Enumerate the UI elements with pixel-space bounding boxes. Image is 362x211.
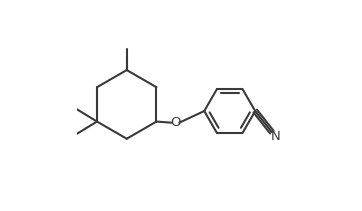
Text: O: O [170, 116, 181, 129]
Text: N: N [271, 130, 281, 143]
